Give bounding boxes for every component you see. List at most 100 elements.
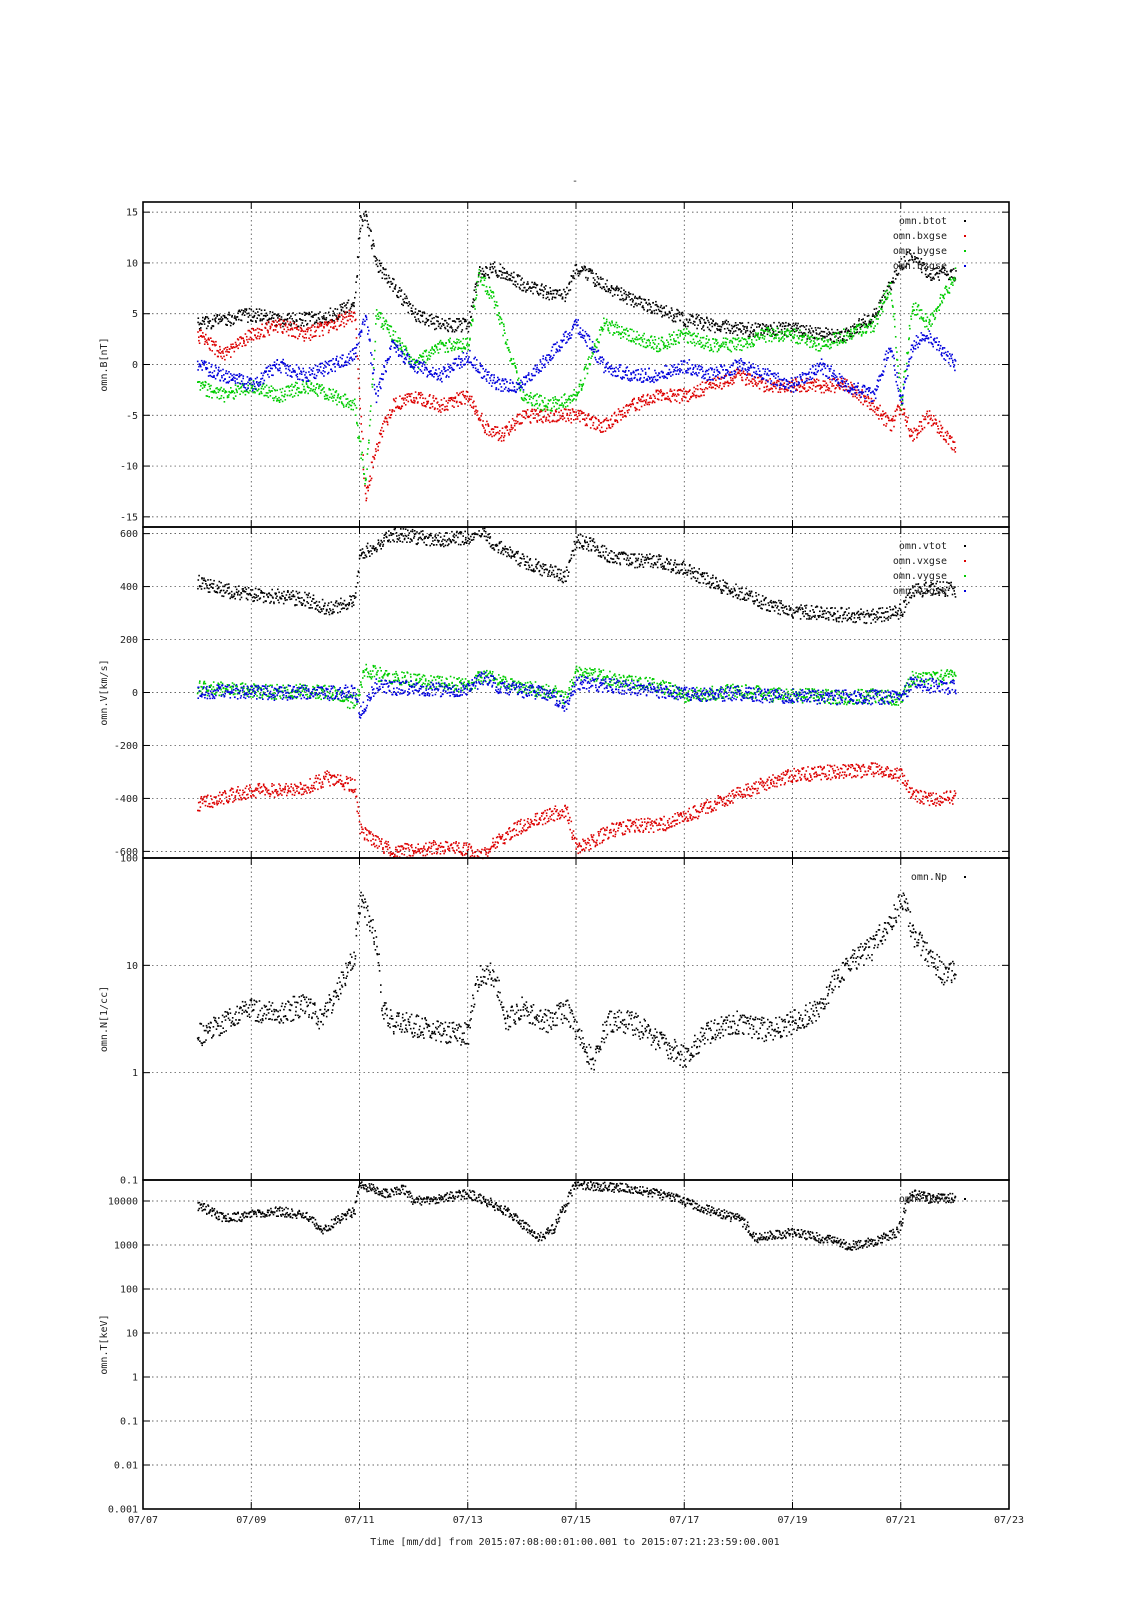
data-point: [660, 304, 663, 307]
data-point: [851, 384, 853, 386]
data-point: [935, 423, 937, 425]
data-point: [328, 364, 331, 366]
data-point: [540, 289, 542, 291]
data-point: [730, 339, 732, 342]
data-point: [937, 276, 940, 278]
data-point: [494, 269, 497, 272]
data-point: [215, 340, 217, 343]
data-point: [794, 378, 797, 381]
data-point: [774, 385, 776, 388]
data-point: [403, 402, 405, 404]
data-point: [873, 399, 875, 402]
data-point: [276, 389, 278, 392]
data-point: [206, 316, 209, 318]
data-point: [796, 335, 799, 337]
data-point: [638, 343, 640, 345]
data-point: [252, 388, 254, 390]
data-point: [840, 377, 843, 380]
data-point: [492, 428, 495, 430]
data-point: [463, 320, 466, 323]
data-point: [266, 314, 269, 316]
data-point: [694, 344, 696, 347]
data-point: [538, 419, 541, 421]
data-point: [221, 318, 224, 320]
data-point: [616, 324, 619, 326]
data-point: [849, 337, 851, 340]
data-point: [601, 361, 604, 364]
data-point: [667, 395, 669, 398]
data-point: [845, 334, 848, 337]
data-point: [560, 417, 562, 420]
data-point: [928, 275, 930, 277]
data-point: [572, 277, 574, 279]
data-point: [637, 338, 639, 340]
data-point: [832, 342, 834, 345]
data-point: [928, 410, 931, 412]
data-point: [556, 289, 559, 292]
data-point: [763, 386, 765, 389]
series-omn-bygse: [197, 267, 957, 485]
data-point: [870, 319, 873, 321]
data-point: [353, 402, 355, 405]
data-point: [625, 296, 628, 298]
data-point: [692, 333, 694, 335]
data-point: [742, 345, 744, 348]
data-point: [608, 332, 611, 334]
data-point: [537, 414, 540, 417]
data-point: [216, 374, 218, 377]
data-point: [676, 315, 678, 318]
data-point: [578, 412, 580, 414]
data-point: [563, 417, 566, 419]
data-point: [478, 417, 481, 419]
data-point: [329, 321, 331, 324]
data-point: [456, 318, 458, 320]
data-point: [540, 395, 542, 397]
data-point: [939, 269, 942, 272]
data-point: [498, 318, 500, 321]
data-point: [308, 371, 310, 373]
data-point: [200, 329, 202, 332]
data-point: [321, 321, 324, 324]
data-point: [239, 310, 242, 313]
data-point: [828, 347, 831, 350]
data-point: [506, 381, 508, 383]
data-point: [769, 328, 771, 331]
data-point: [554, 289, 557, 291]
data-point: [642, 345, 645, 348]
data-point: [365, 315, 367, 317]
data-point: [600, 360, 602, 362]
data-point: [296, 326, 298, 329]
data-point: [753, 344, 755, 346]
data-point: [254, 377, 257, 380]
data-point: [933, 310, 936, 312]
data-point: [360, 331, 363, 333]
data-point: [629, 403, 632, 406]
data-point: [414, 364, 417, 366]
data-point: [517, 379, 519, 381]
data-point: [392, 277, 394, 280]
data-point: [604, 283, 607, 285]
data-point: [481, 284, 484, 286]
data-point: [312, 316, 314, 318]
data-point: [319, 362, 322, 365]
data-point: [424, 323, 426, 326]
data-point: [313, 326, 316, 328]
data-point: [720, 343, 723, 345]
data-point: [640, 405, 643, 408]
data-point: [845, 327, 848, 330]
data-point: [711, 322, 713, 325]
data-point: [397, 296, 400, 299]
data-point: [447, 330, 450, 333]
data-point: [268, 389, 270, 392]
data-point: [763, 332, 765, 334]
data-point: [813, 378, 816, 381]
data-point: [354, 398, 356, 401]
data-point: [220, 369, 222, 372]
data-point: [935, 267, 937, 270]
data-point: [259, 318, 262, 320]
data-point: [480, 415, 482, 417]
data-point: [243, 342, 245, 344]
data-point: [388, 357, 390, 360]
data-point: [491, 382, 494, 384]
data-point: [512, 363, 515, 365]
